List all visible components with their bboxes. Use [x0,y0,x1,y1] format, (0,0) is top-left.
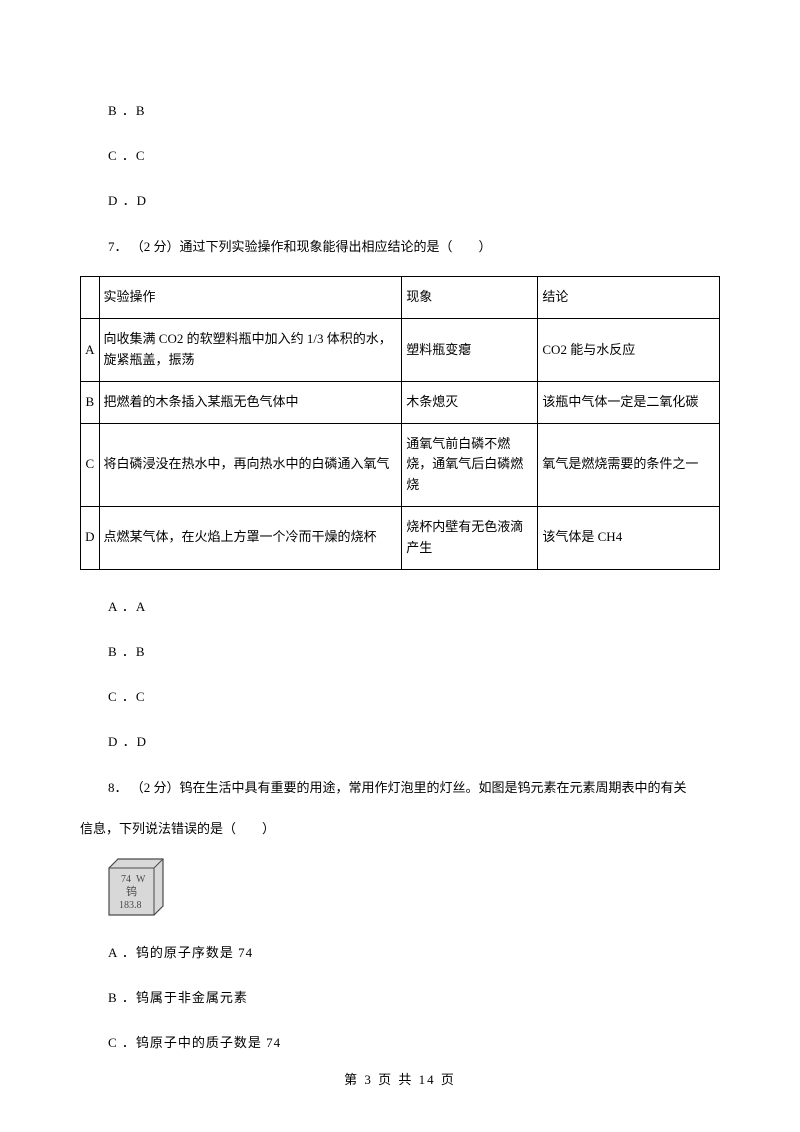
table-row: C 将白磷浸没在热水中，再向热水中的白磷通入氧气 通氧气前白磷不燃烧，通氧气后白… [81,423,720,506]
element-figure-icon: 74 W 钨 183.8 [108,858,164,916]
row-op: 点燃某气体，在火焰上方罩一个冷而干燥的烧杯 [99,506,402,569]
table-header-row: 实验操作 现象 结论 [81,277,720,319]
row-phenomenon: 通氧气前白磷不燃烧，通氧气后白磷燃烧 [402,423,538,506]
svg-text:74: 74 [121,874,131,885]
row-phenomenon: 木条熄灭 [402,381,538,423]
periodic-element-box: 74 W 钨 183.8 [108,858,720,916]
svg-text:钨: 钨 [126,885,137,898]
header-blank [81,277,100,319]
q7-option-a: A ．A [80,596,720,615]
q8-option-a: A ．钨的原子序数是 74 [80,942,720,961]
table-row: D 点燃某气体，在火焰上方罩一个冷而干燥的烧杯 烧杯内壁有无色液滴产生 该气体是… [81,506,720,569]
page-content: B ．B C ．C D ．D 7． （2 分）通过下列实验操作和现象能得出相应结… [0,0,800,1051]
row-conclusion: 该气体是 CH4 [538,506,720,569]
q7-option-b: B ．B [80,641,720,660]
row-op: 将白磷浸没在热水中，再向热水中的白磷通入氧气 [99,423,402,506]
header-phenomenon: 现象 [402,277,538,319]
table-row: B 把燃着的木条插入某瓶无色气体中 木条熄灭 该瓶中气体一定是二氧化碳 [81,381,720,423]
row-label: A [81,319,100,382]
svg-text:183.8: 183.8 [119,900,142,911]
svg-text:W: W [136,874,146,885]
row-conclusion: CO2 能与水反应 [538,319,720,382]
header-op: 实验操作 [99,277,402,319]
q7-table: 实验操作 现象 结论 A 向收集满 CO2 的软塑料瓶中加入约 1/3 体积的水… [80,276,720,569]
row-conclusion: 该瓶中气体一定是二氧化碳 [538,381,720,423]
q7-option-c: C ．C [80,686,720,705]
table-row: A 向收集满 CO2 的软塑料瓶中加入约 1/3 体积的水，旋紧瓶盖，振荡 塑料… [81,319,720,382]
q8-option-b: B ．钨属于非金属元素 [80,987,720,1006]
row-op: 把燃着的木条插入某瓶无色气体中 [99,381,402,423]
q7-option-d: D ．D [80,731,720,750]
row-phenomenon: 烧杯内壁有无色液滴产生 [402,506,538,569]
prev-option-d: D ．D [80,190,720,209]
row-phenomenon: 塑料瓶变瘪 [402,319,538,382]
row-label: C [81,423,100,506]
prev-option-c: C ．C [80,145,720,164]
row-label: B [81,381,100,423]
prev-option-b: B ．B [80,100,720,119]
q7-stem: 7． （2 分）通过下列实验操作和现象能得出相应结论的是（ ） [80,235,720,258]
page-footer: 第 3 页 共 14 页 [0,1069,800,1088]
q8-stem-line2: 信息，下列说法错误的是（ ） [80,817,720,840]
header-conclusion: 结论 [538,277,720,319]
row-conclusion: 氧气是燃烧需要的条件之一 [538,423,720,506]
row-label: D [81,506,100,569]
q8-stem-line1: 8． （2 分）钨在生活中具有重要的用途，常用作灯泡里的灯丝。如图是钨元素在元素… [80,776,720,799]
row-op: 向收集满 CO2 的软塑料瓶中加入约 1/3 体积的水，旋紧瓶盖，振荡 [99,319,402,382]
q8-option-c: C ．钨原子中的质子数是 74 [80,1032,720,1051]
